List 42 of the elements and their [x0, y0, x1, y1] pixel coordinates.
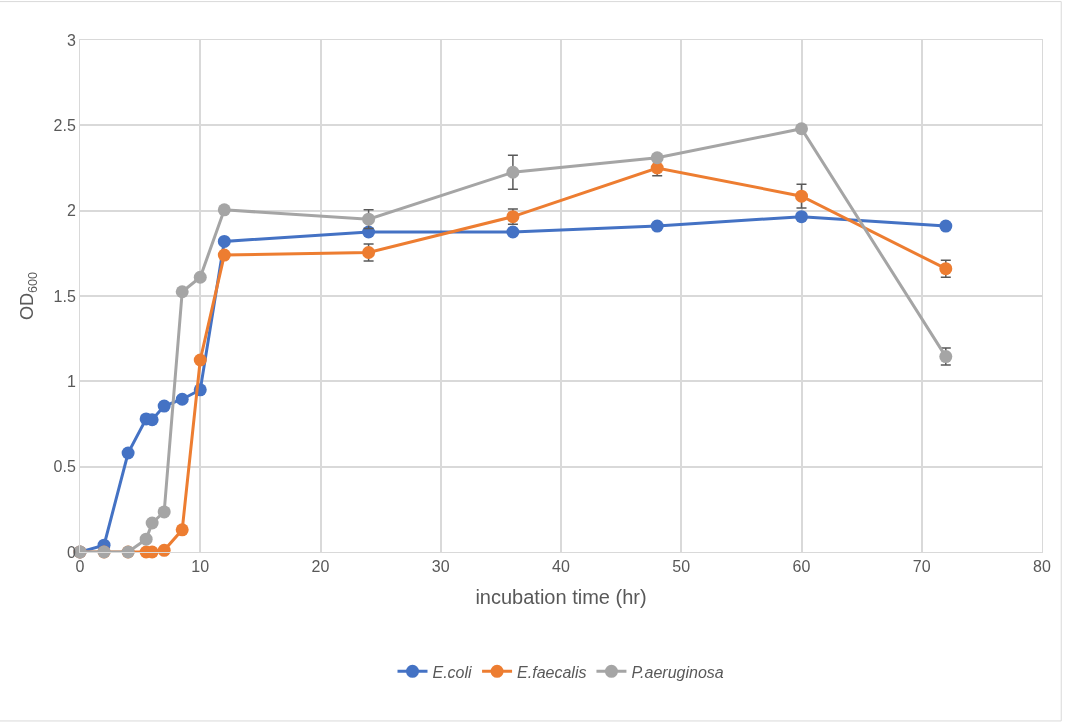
point — [939, 219, 953, 233]
point — [121, 446, 135, 460]
y-tick-label: 2.5 — [53, 116, 76, 134]
point — [145, 516, 159, 530]
point — [175, 285, 189, 299]
point — [175, 392, 189, 406]
point — [217, 203, 231, 217]
legend-label: E.coli — [432, 663, 473, 681]
point — [795, 210, 808, 224]
y-tick-label: 3 — [66, 31, 76, 49]
point — [217, 234, 231, 248]
y-tick-label: 0.5 — [53, 458, 76, 476]
x-tick-label: 80 — [1033, 558, 1051, 576]
point — [650, 219, 664, 233]
point — [795, 122, 808, 136]
y-tick-label: 1 — [66, 372, 76, 390]
point — [193, 353, 207, 367]
point — [217, 248, 231, 262]
point — [157, 399, 171, 413]
x-tick-label: 10 — [191, 558, 210, 576]
x-tick-label: 20 — [311, 558, 330, 576]
x-axis-title: incubation time (hr) — [475, 585, 647, 608]
y-tick-label: 0 — [66, 543, 76, 561]
legend-label: E.faecalis — [517, 663, 587, 681]
x-tick-label: 60 — [792, 558, 811, 576]
point — [193, 270, 207, 284]
point — [506, 165, 520, 179]
point — [157, 505, 171, 519]
point — [506, 225, 520, 239]
x-tick-label: 50 — [672, 558, 691, 576]
y-tick-label: 1.5 — [53, 287, 76, 305]
x-tick-label: 40 — [552, 558, 570, 576]
point — [175, 523, 189, 537]
point — [650, 151, 664, 165]
point — [157, 543, 171, 557]
point — [139, 532, 153, 546]
y-tick-label: 2 — [66, 202, 76, 220]
x-tick-label: 70 — [912, 558, 931, 576]
x-tick-label: 30 — [431, 558, 450, 576]
point — [362, 212, 376, 226]
point — [795, 189, 808, 203]
legend-label: P.aeruginosa — [631, 663, 724, 681]
